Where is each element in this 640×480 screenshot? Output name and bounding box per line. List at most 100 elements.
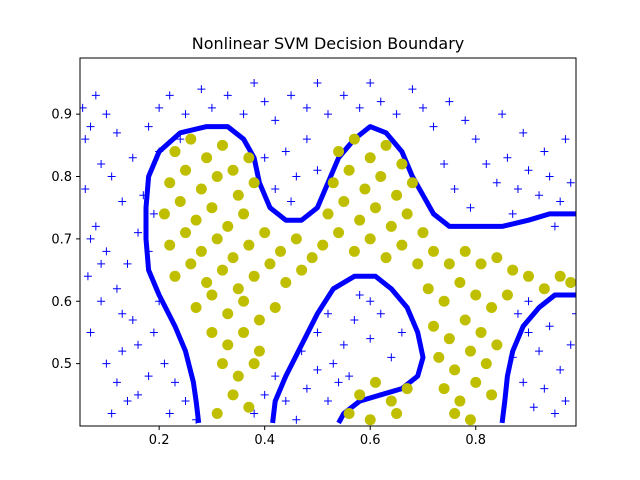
positive-point xyxy=(296,264,308,276)
negative-point xyxy=(86,122,95,131)
negative-point xyxy=(83,272,92,281)
positive-point xyxy=(169,270,181,282)
positive-point xyxy=(216,139,228,151)
positive-point xyxy=(211,171,223,183)
negative-point xyxy=(355,291,364,300)
negative-point xyxy=(508,353,517,362)
plot-frame xyxy=(79,57,577,427)
positive-point xyxy=(190,301,202,313)
negative-point xyxy=(165,409,174,418)
positive-point xyxy=(253,345,265,357)
positive-point xyxy=(185,258,197,270)
negative-point xyxy=(260,153,269,162)
negative-point xyxy=(366,297,375,306)
positive-point xyxy=(428,320,440,332)
positive-point xyxy=(359,183,371,195)
negative-point xyxy=(498,110,507,119)
negative-point xyxy=(86,328,95,337)
positive-point xyxy=(459,314,471,326)
boundary-segment-1 xyxy=(143,124,576,424)
positive-point xyxy=(491,339,503,351)
positive-point xyxy=(369,376,381,388)
negative-point xyxy=(102,110,111,119)
y-axis: 0.5 0.6 0.7 0.8 0.9 xyxy=(51,108,80,372)
positive-point xyxy=(470,289,482,301)
positive-point xyxy=(375,171,387,183)
negative-point xyxy=(350,315,359,324)
positive-point xyxy=(238,208,250,220)
positive-point xyxy=(248,358,260,370)
negative-point xyxy=(112,378,121,387)
positive-point xyxy=(459,245,471,257)
positive-point xyxy=(475,258,487,270)
negative-point xyxy=(134,228,143,237)
negative-point xyxy=(329,359,338,368)
positive-point xyxy=(464,345,476,357)
positive-point xyxy=(454,277,466,289)
positive-point xyxy=(333,146,345,158)
positive-point xyxy=(348,133,360,145)
negative-point xyxy=(170,378,179,387)
negative-point xyxy=(313,365,322,374)
positive-point xyxy=(369,202,381,214)
negative-point xyxy=(540,147,549,156)
positive-point xyxy=(264,258,276,270)
negative-point xyxy=(392,110,401,119)
positive-point xyxy=(238,295,250,307)
positive-point xyxy=(206,202,218,214)
positive-point xyxy=(238,326,250,338)
negative-point xyxy=(324,397,332,406)
positive-point xyxy=(211,233,223,245)
negative-point xyxy=(144,247,153,256)
positive-point xyxy=(201,277,213,289)
positive-point xyxy=(486,301,498,313)
negative-point xyxy=(440,160,449,169)
negative-point xyxy=(535,191,544,200)
positive-point xyxy=(164,177,176,189)
positive-point xyxy=(486,389,498,401)
negative-point xyxy=(482,160,491,169)
positive-point xyxy=(396,239,408,251)
positive-point xyxy=(449,364,461,376)
negative-point xyxy=(197,85,206,94)
positive-point xyxy=(412,258,424,270)
negative-point xyxy=(561,135,570,144)
positive-point xyxy=(338,195,350,207)
positive-point xyxy=(158,208,170,220)
negative-point xyxy=(281,147,290,156)
negative-point xyxy=(450,184,459,193)
positive-point xyxy=(538,283,550,295)
positive-point xyxy=(253,314,265,326)
negative-point xyxy=(86,234,95,243)
negative-point xyxy=(128,315,137,324)
negative-point xyxy=(271,184,280,193)
positive-point xyxy=(475,326,487,338)
negative-point xyxy=(345,372,354,381)
negative-point xyxy=(339,91,348,100)
positive-point xyxy=(227,164,239,176)
positive-point xyxy=(164,239,176,251)
negative-point xyxy=(260,97,269,106)
negative-point xyxy=(540,384,549,393)
positive-point xyxy=(454,395,466,407)
negative-point xyxy=(118,197,127,206)
negative-point xyxy=(461,116,470,125)
positive-point xyxy=(343,164,355,176)
decision-boundary xyxy=(143,124,576,425)
negative-point xyxy=(271,116,280,125)
positive-point xyxy=(222,339,234,351)
negative-point xyxy=(91,91,100,100)
negative-point xyxy=(524,297,533,306)
negative-point xyxy=(313,78,322,87)
positive-point xyxy=(180,164,192,176)
positive-point xyxy=(464,414,476,426)
negative-point xyxy=(313,328,322,337)
x-tick-label: 0.4 xyxy=(254,433,275,448)
positive-point xyxy=(554,270,566,282)
negative-point xyxy=(292,415,301,424)
negative-point xyxy=(192,415,201,424)
positive-point xyxy=(232,370,244,382)
positive-point xyxy=(333,227,345,239)
positive-point xyxy=(322,208,334,220)
